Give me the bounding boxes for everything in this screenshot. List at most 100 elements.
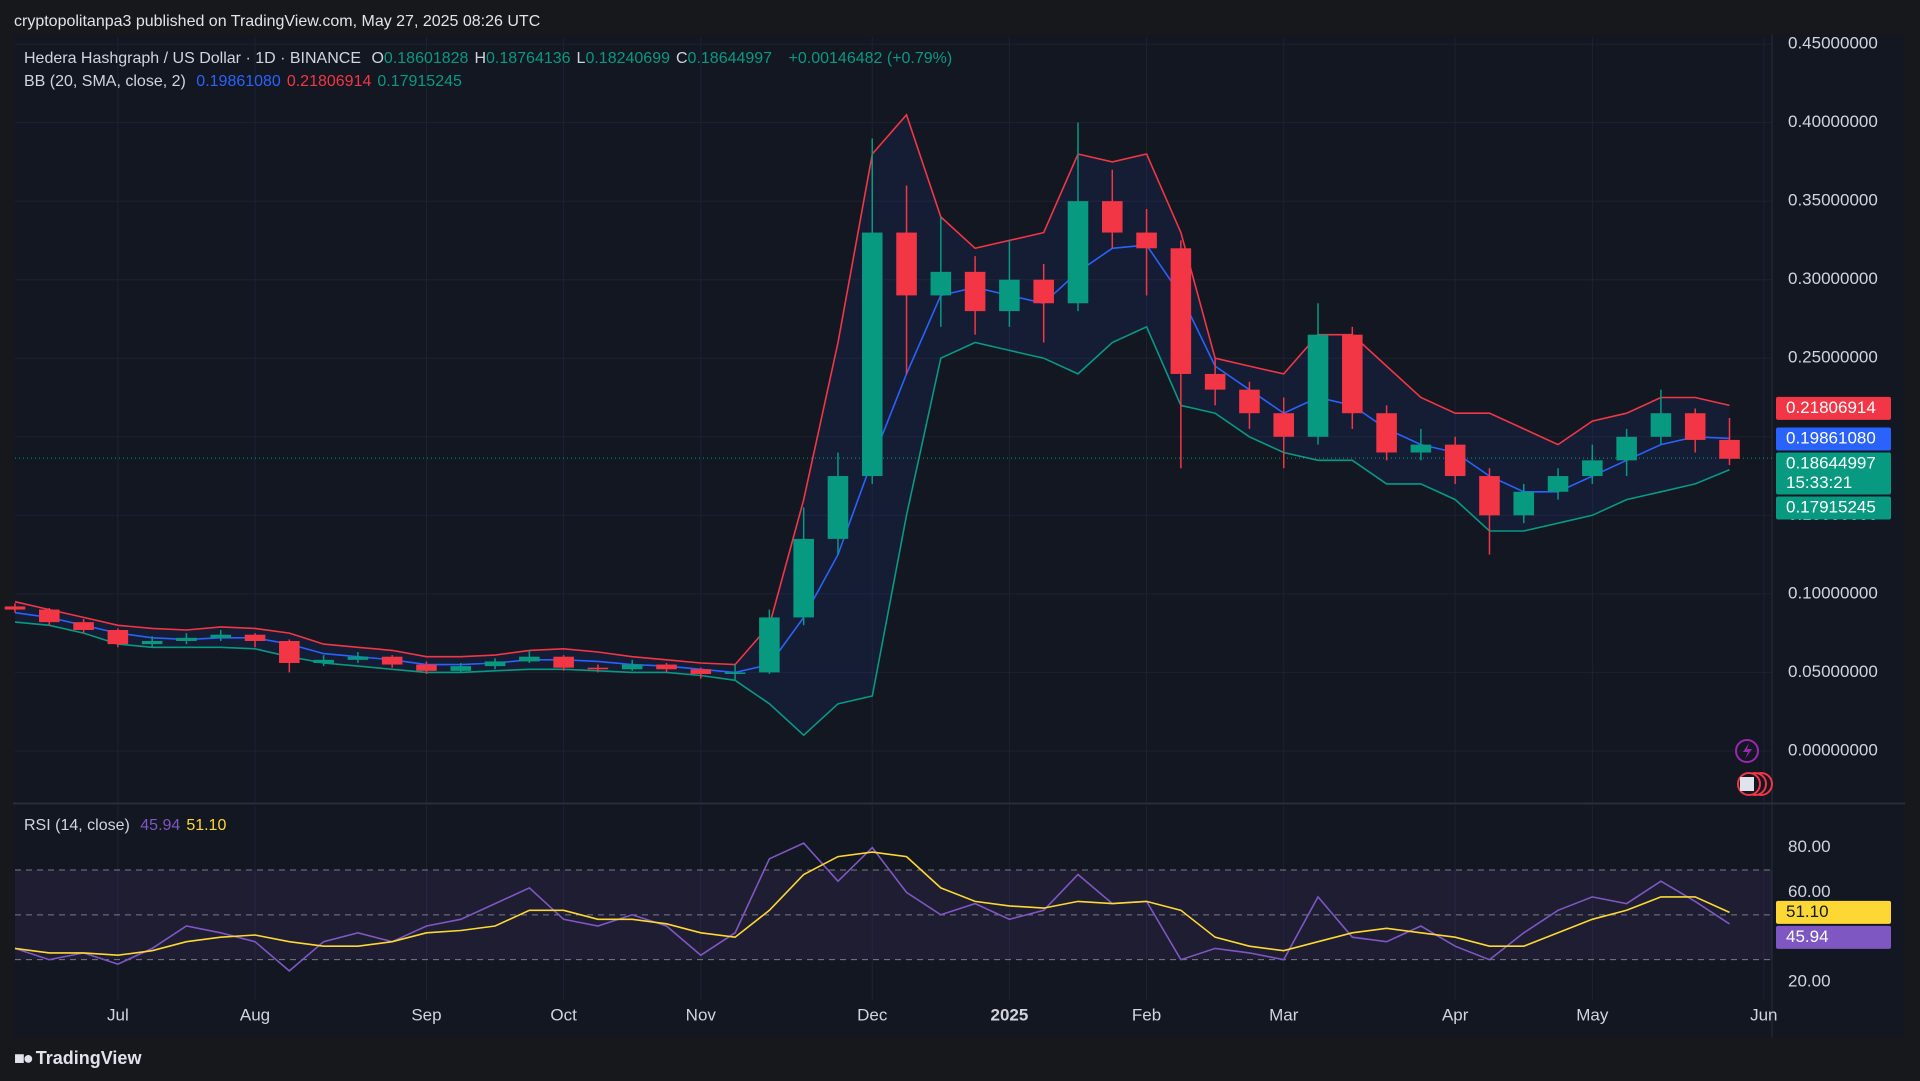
x-tick-label: Dec: [857, 1005, 888, 1024]
bb-value: 0.19861080: [196, 73, 281, 90]
x-tick-label: 2025: [990, 1005, 1028, 1024]
rsi-legend: RSI (14, close) 45.94 51.10: [24, 817, 238, 835]
candle-body: [1650, 413, 1672, 437]
candle-body: [450, 666, 472, 671]
x-tick-label: Mar: [1269, 1005, 1299, 1024]
candle-body: [1616, 436, 1637, 461]
brand: ■● TradingView: [14, 1048, 147, 1069]
y-tick-label: 0.10000000: [1788, 583, 1878, 602]
candle-body: [313, 659, 334, 663]
candle-body: [621, 664, 643, 670]
y-tick-label: 0.35000000: [1788, 191, 1878, 210]
candle-body: [107, 629, 129, 645]
candle-body: [930, 271, 952, 296]
candle-body: [519, 656, 540, 662]
candle-body: [656, 664, 677, 670]
bb-legend: BB (20, SMA, close, 2) 0.19861080 0.21806…: [24, 73, 474, 91]
x-tick-label: Jun: [1750, 1005, 1777, 1024]
candle-body: [1342, 334, 1363, 414]
candle-body: [1513, 491, 1535, 516]
x-tick-label: Feb: [1132, 1005, 1161, 1024]
y-tick-label: 80.00: [1788, 837, 1831, 856]
rsi-line: [14, 842, 1730, 972]
y-tick-label: 0.40000000: [1788, 112, 1878, 131]
y-tick-label: 20.00: [1788, 972, 1831, 991]
candle-body: [39, 609, 60, 623]
candle-body: [587, 667, 609, 670]
ohlc-key: H: [474, 50, 487, 67]
event-icon: [1743, 743, 1752, 759]
price-tag: [1776, 925, 1891, 949]
ohlc-value: 0.18601828: [383, 50, 469, 67]
price-tag-label: 0.17915245: [1786, 497, 1876, 516]
price-tag-label: 0.19861080: [1786, 428, 1876, 447]
price-countdown: 15:33:21: [1786, 473, 1852, 492]
bb-line: [14, 325, 1730, 737]
y-tick-label: 0.45000000: [1788, 34, 1878, 53]
candle-body: [999, 279, 1020, 312]
candle-body: [553, 656, 574, 668]
change: +0.00146482 (+0.79%): [788, 50, 953, 67]
bb-title: BB (20, SMA, close, 2): [24, 73, 186, 90]
candle-body: [964, 271, 986, 312]
ohlc-values: O0.18601828 H0.18764136 L0.18240699 C0.1864…: [371, 50, 778, 67]
y-tick-label: 0.05000000: [1788, 662, 1878, 681]
price-tag: [1776, 396, 1891, 420]
candle-body: [347, 656, 369, 660]
candle-body: [210, 634, 232, 638]
price-tag: [1776, 496, 1891, 520]
ohlc-value: 0.18644997: [687, 50, 773, 67]
candle-body: [793, 538, 814, 618]
x-tick-label: Oct: [550, 1005, 577, 1024]
candle-body: [244, 634, 266, 641]
ohlc-key: O: [371, 50, 384, 67]
candle-body: [176, 637, 197, 641]
rsi-value: 45.94: [140, 817, 181, 834]
candle-body: [1273, 413, 1295, 437]
candle-body: [827, 476, 849, 539]
candle-body: [896, 232, 917, 296]
x-tick-label: Nov: [686, 1005, 717, 1024]
price-tag-label: 51.10: [1786, 902, 1829, 921]
candle-body: [1101, 201, 1123, 233]
candle-body: [1136, 232, 1157, 249]
x-tick-label: Sep: [411, 1005, 441, 1024]
candle-body: [1239, 389, 1260, 414]
ohlc-key: L: [576, 50, 586, 67]
x-tick-label: Apr: [1442, 1005, 1469, 1024]
event-icon: [1740, 777, 1754, 791]
rsi-values: 45.94 51.10: [140, 817, 232, 834]
price-tag: [1776, 427, 1891, 451]
candle-body: [759, 617, 780, 673]
ohlc-key: C: [675, 50, 688, 67]
candle-body: [484, 661, 506, 667]
candle-body: [690, 669, 712, 674]
candle-body: [416, 664, 437, 671]
ohlc-value: 0.18764136: [486, 50, 571, 67]
price-tag: [1776, 900, 1891, 924]
candle-body: [1307, 334, 1329, 437]
candle-body: [1547, 476, 1569, 492]
publisher: cryptopolitanpa3 published on TradingVie…: [14, 13, 541, 30]
ohlc-value: 0.18240699: [585, 50, 670, 67]
y-tick-label: 0.30000000: [1788, 269, 1878, 288]
rsi-line: [14, 851, 1730, 957]
candle-body: [73, 622, 94, 630]
event-icon: [1735, 739, 1759, 763]
candle-body: [1170, 248, 1192, 374]
symbol-title: Hedera Hashgraph / US Dollar · 1D · BINA…: [24, 50, 362, 67]
candle-body: [1684, 413, 1706, 440]
y-tick-label: 60.00: [1788, 882, 1831, 901]
candle-body: [1582, 460, 1603, 477]
x-tick-label: Jul: [107, 1005, 129, 1024]
candle-body: [1033, 279, 1054, 304]
candle-body: [1376, 413, 1397, 453]
candle-body: [724, 672, 746, 674]
price-tag-label: 0.18644997: [1786, 453, 1876, 472]
symbol-legend: Hedera Hashgraph / US Dollar · 1D · BINA…: [24, 50, 958, 68]
candle-body: [381, 656, 403, 665]
bb-value: 0.17915245: [377, 73, 462, 90]
price-tag-label: 45.94: [1786, 927, 1829, 946]
